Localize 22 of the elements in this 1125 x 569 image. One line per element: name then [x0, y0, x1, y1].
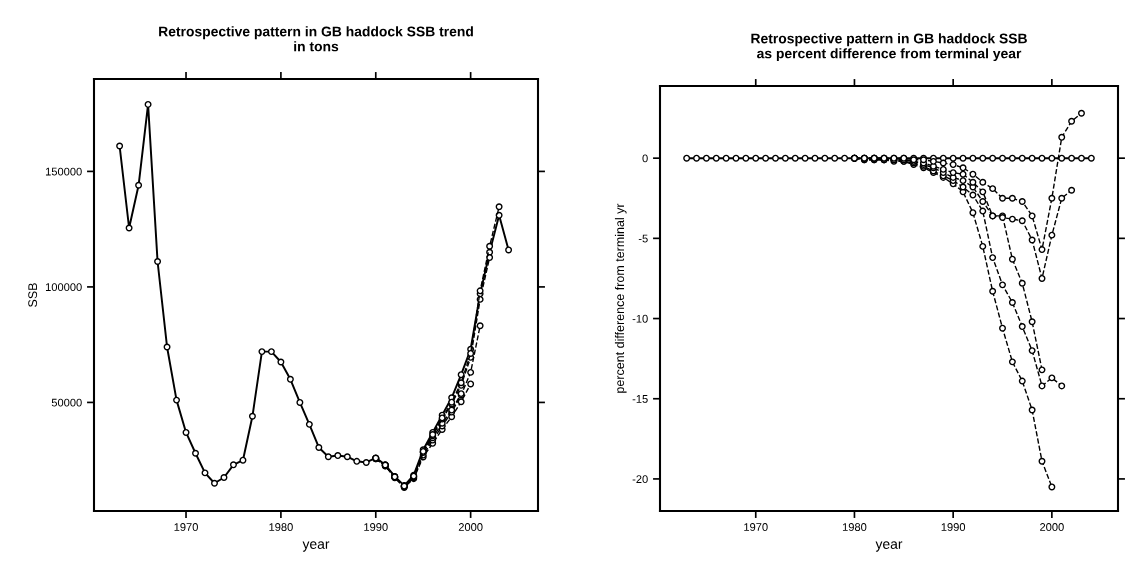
y-tick-label: 100000 [45, 283, 82, 292]
x-tick-label: 1990 [364, 523, 388, 531]
y-tick-label: 150000 [45, 167, 82, 176]
chart-title: Retrospective pattern in GB haddock SSB trend in tons [159, 26, 473, 52]
x-axis-title: year [875, 541, 903, 552]
x-axis-title: year [302, 541, 330, 552]
y-tick-label: 50000 [51, 398, 82, 407]
chart-title: Retrospective pattern in GB haddock SSB as percent difference from terminal year [751, 33, 1027, 62]
x-tick-label: 1980 [269, 523, 293, 531]
x-tick-label: 1970 [174, 523, 198, 531]
y-axis-title: SSB [28, 283, 38, 307]
x-tick-label: 2000 [1040, 523, 1064, 531]
y-axis-title: percent difference from terminal yr [614, 203, 627, 393]
x-tick-label: 1990 [941, 523, 966, 531]
y-tick-label: -20 [632, 475, 648, 484]
y-tick-label: 0 [642, 154, 648, 163]
x-tick-label: 2000 [458, 523, 483, 531]
y-tick-label: -5 [638, 234, 648, 243]
y-tick-label: -15 [632, 395, 648, 403]
x-tick-label: 1980 [842, 523, 867, 531]
x-tick-label: 1970 [744, 523, 768, 531]
y-tick-label: -10 [632, 314, 648, 323]
